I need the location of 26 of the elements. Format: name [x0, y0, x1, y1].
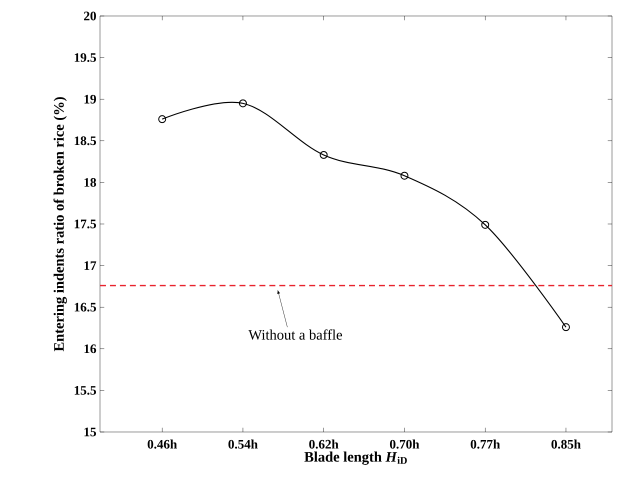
x-tick-label: 0.62h — [309, 440, 338, 449]
point — [158, 115, 166, 124]
y-tick-label: 18.5 — [74, 136, 96, 146]
x-axis-title: Blade length H$_{iD}$ — [304, 452, 407, 465]
y-tick-label: 16.5 — [74, 302, 96, 312]
point — [481, 220, 490, 229]
ref-line-label: Without a baffle — [248, 329, 342, 340]
point — [238, 99, 247, 108]
y-tick-label: 20 — [84, 12, 96, 20]
point — [562, 323, 570, 332]
x-tick-label: 0.85h — [551, 440, 581, 449]
y-tick-label: 15.5 — [74, 386, 96, 395]
y-tick-label: 17.5 — [74, 220, 96, 228]
y-tick-label: 19 — [84, 94, 96, 104]
y-axis-title: Entering indents ratio of broken rice (%) — [53, 97, 67, 352]
y-tick-label: 17 — [84, 261, 96, 270]
point — [320, 150, 328, 159]
x-tick-label: 0.77h — [470, 440, 500, 449]
point — [400, 172, 408, 180]
y-tick-label: 19.5 — [74, 53, 96, 62]
y-tick-label: 16 — [84, 344, 96, 354]
y-tick-label: 15 — [84, 428, 96, 436]
x-tick-label: 0.46h — [148, 440, 177, 449]
x-tick-label: 0.70h — [390, 440, 420, 449]
y-tick-label: 18 — [84, 178, 96, 187]
x-tick-label: 0.54h — [228, 440, 258, 449]
